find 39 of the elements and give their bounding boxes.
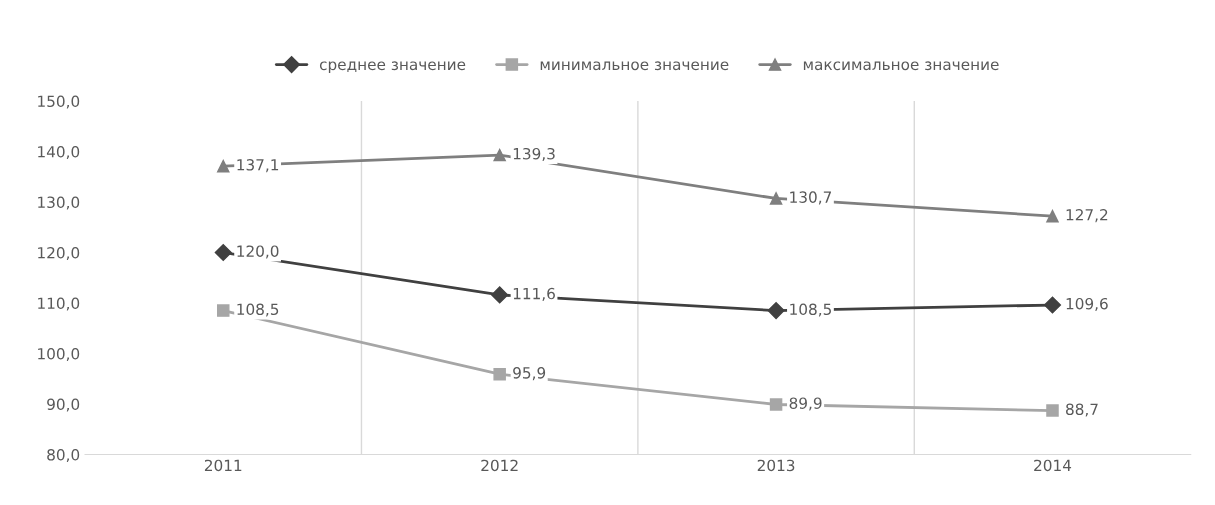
point [1043,296,1062,314]
point [217,304,230,317]
data-label: 127,2 [1066,209,1108,223]
y-tick-label: 130,0 [38,196,80,210]
x-tick-label: 2013 [757,459,795,472]
x-tick-label: 2012 [481,459,518,472]
x-tick-label: 2011 [204,459,242,472]
y-tick-label: 140,0 [38,145,80,160]
data-label: 109,6 [1066,297,1108,312]
data-label: 108,5 [790,303,831,317]
data-label: 108,5 [237,303,279,317]
y-tick-label: 120,0 [38,246,80,261]
data-label: 139,3 [513,147,555,162]
data-label: 88,7 [1066,403,1098,417]
y-tick-label: 100,0 [38,347,80,362]
point [493,367,506,381]
point [1046,404,1059,417]
point [767,302,785,320]
point [491,286,509,304]
legend-label: среднее значение [319,61,466,74]
y-tick-label: 80,0 [47,448,80,463]
data-label: 137,1 [237,159,279,173]
y-tick-label: 150,0 [38,95,80,109]
data-label: 111,6 [513,287,555,301]
point [493,148,506,162]
data-label: 130,7 [790,191,832,205]
point [217,159,230,173]
y-tick-label: 90,0 [47,398,80,412]
y-tick-label: 110,0 [38,297,80,311]
point [769,398,783,411]
x-tick-label: 2014 [1034,459,1072,472]
point [769,192,783,205]
point [214,243,232,262]
data-label: 120,0 [237,245,279,259]
legend-label: максимальное значение [803,61,999,71]
data-label: 89,9 [789,397,822,411]
legend-label: минимальное значение [540,61,729,71]
point [1046,209,1059,223]
data-label: 95,9 [513,367,546,381]
